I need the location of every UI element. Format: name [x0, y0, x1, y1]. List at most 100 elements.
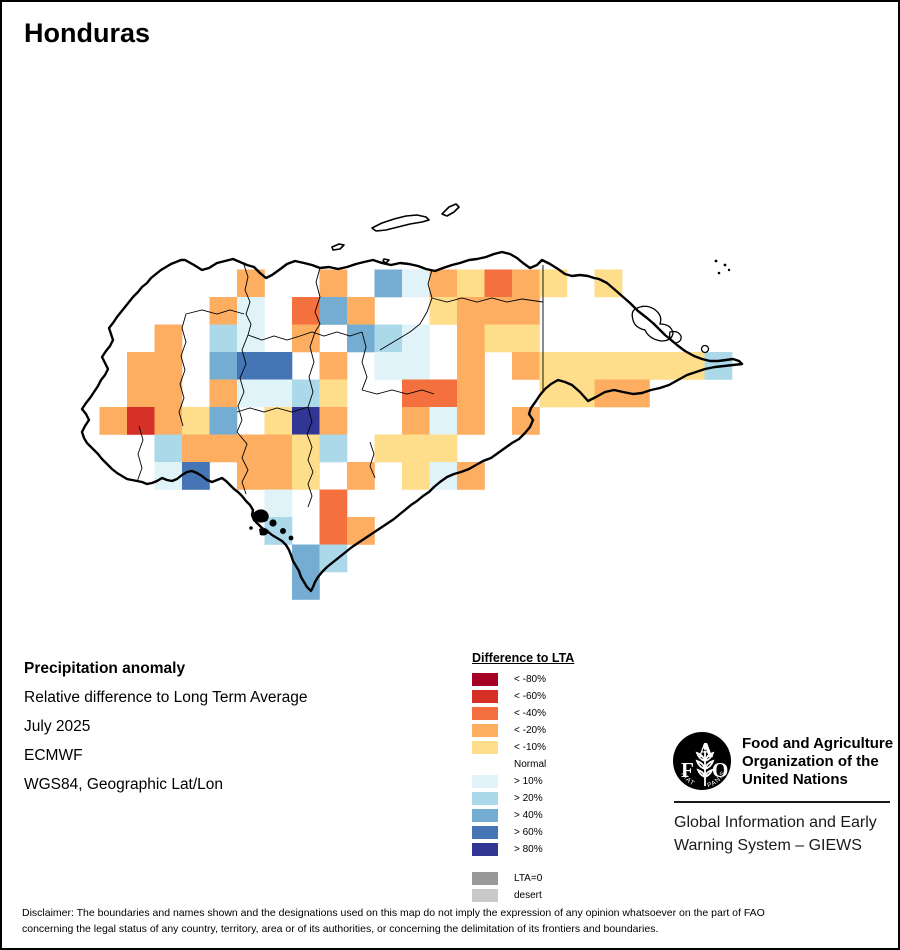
map-cell — [182, 434, 210, 463]
map-cell — [457, 379, 485, 408]
legend-swatch — [472, 809, 498, 822]
legend-row: > 80% — [472, 841, 622, 858]
map-cell — [319, 352, 348, 380]
giews-line1: Global Information and Early — [674, 814, 877, 831]
legend-label: < -20% — [514, 725, 546, 736]
map-cell — [347, 297, 375, 325]
map-cell — [264, 379, 293, 408]
map-cell — [209, 379, 238, 408]
coastal-cays — [714, 259, 731, 275]
map-cell — [649, 352, 678, 380]
fao-logo: F A O FIAT PANIS — [673, 732, 731, 790]
map-cell — [374, 352, 403, 380]
legend-row: > 10% — [472, 773, 622, 790]
map-cell — [319, 269, 348, 298]
legend-swatch — [472, 724, 498, 737]
map-cell — [347, 462, 375, 490]
fonseca-islands — [249, 509, 294, 541]
map-cell — [484, 297, 513, 325]
map-cell — [127, 379, 155, 408]
map-cell — [264, 462, 293, 490]
map-cell — [429, 462, 458, 490]
map-cell — [237, 462, 265, 490]
legend-swatch — [472, 792, 498, 805]
map-cell — [209, 434, 238, 463]
map-cell — [402, 352, 430, 380]
legend: Difference to LTA < -80% < -60% < -40% < -2… — [472, 651, 622, 904]
map-cell — [402, 324, 430, 353]
map-cell — [237, 297, 265, 325]
wheat-grain-icon — [703, 743, 707, 751]
map-cell — [512, 324, 540, 353]
page-title: Honduras — [24, 18, 151, 48]
legend-label: < -60% — [514, 691, 546, 702]
map-cell — [402, 407, 430, 435]
map-cell — [429, 379, 458, 408]
legend-swatch — [472, 775, 498, 788]
legend-label: Normal — [514, 759, 547, 770]
map-cell — [264, 352, 293, 380]
map-cell — [292, 407, 320, 435]
map-cell — [347, 324, 375, 353]
map-cell — [402, 379, 430, 408]
map-cell — [292, 324, 320, 353]
map-cell — [594, 352, 623, 380]
disclaimer-line2: concerning the legal status of any count… — [22, 923, 659, 935]
map-cell — [319, 297, 348, 325]
map-info-block: Precipitation anomaly Relative differenc… — [24, 654, 308, 799]
map-cell — [319, 434, 348, 463]
fao-org-line3: United Nations — [742, 771, 848, 788]
legend-label: LTA=0 — [514, 873, 543, 884]
fao-org-line1: Food and Agriculture — [742, 735, 894, 752]
map-cell — [292, 379, 320, 408]
map-cell — [182, 462, 210, 490]
info-date: July 2025 — [24, 718, 91, 735]
legend-swatch — [472, 843, 498, 856]
map-cell — [484, 269, 513, 298]
map-cell — [374, 324, 403, 353]
legend-label: > 40% — [514, 810, 543, 821]
map-cell — [127, 407, 155, 435]
map-cell — [237, 434, 265, 463]
info-projection: WGS84, Geographic Lat/Lon — [24, 776, 224, 793]
map-cell — [622, 352, 650, 380]
map-cell — [539, 379, 568, 408]
legend-label: > 10% — [514, 776, 543, 787]
disclaimer: Disclaimer: The boundaries and names sho… — [22, 905, 890, 937]
legend-swatch — [472, 758, 498, 771]
legend-swatch — [472, 872, 498, 885]
map-cell — [182, 407, 210, 435]
legend-row: > 40% — [472, 807, 622, 824]
legend-swatch — [472, 673, 498, 686]
map-cell — [154, 434, 183, 463]
map-cell — [319, 407, 348, 435]
fao-org-line2: Organization of the — [742, 753, 879, 770]
map-cell — [429, 434, 458, 463]
legend-row: < -20% — [472, 722, 622, 739]
legend-rows: < -80% < -60% < -40% < -20% < -10% Normal > 10… — [472, 671, 622, 858]
legend-swatch — [472, 826, 498, 839]
map-cell — [209, 324, 238, 353]
map-cell — [319, 517, 348, 545]
map-cell — [99, 407, 128, 435]
map-cell — [292, 434, 320, 463]
info-layer-name: Precipitation anomaly — [24, 660, 186, 677]
legend-row: < -80% — [472, 671, 622, 688]
giews-name: Global Information and Early Warning Sys… — [674, 811, 877, 857]
info-source: ECMWF — [24, 747, 83, 764]
bay-islands — [331, 203, 460, 264]
map-cell — [457, 324, 485, 353]
map-cell — [264, 489, 293, 518]
map-cell — [154, 324, 183, 353]
country-border — [80, 250, 744, 593]
map-cell — [154, 462, 183, 490]
map-cell — [154, 352, 183, 380]
map-cell — [457, 462, 485, 490]
legend-row: > 60% — [472, 824, 622, 841]
map-cell — [154, 379, 183, 408]
lagoon-outlines — [631, 305, 710, 354]
map-cell — [594, 379, 623, 408]
map-cell — [264, 434, 293, 463]
fao-divider — [674, 801, 890, 803]
legend-row: > 20% — [472, 790, 622, 807]
